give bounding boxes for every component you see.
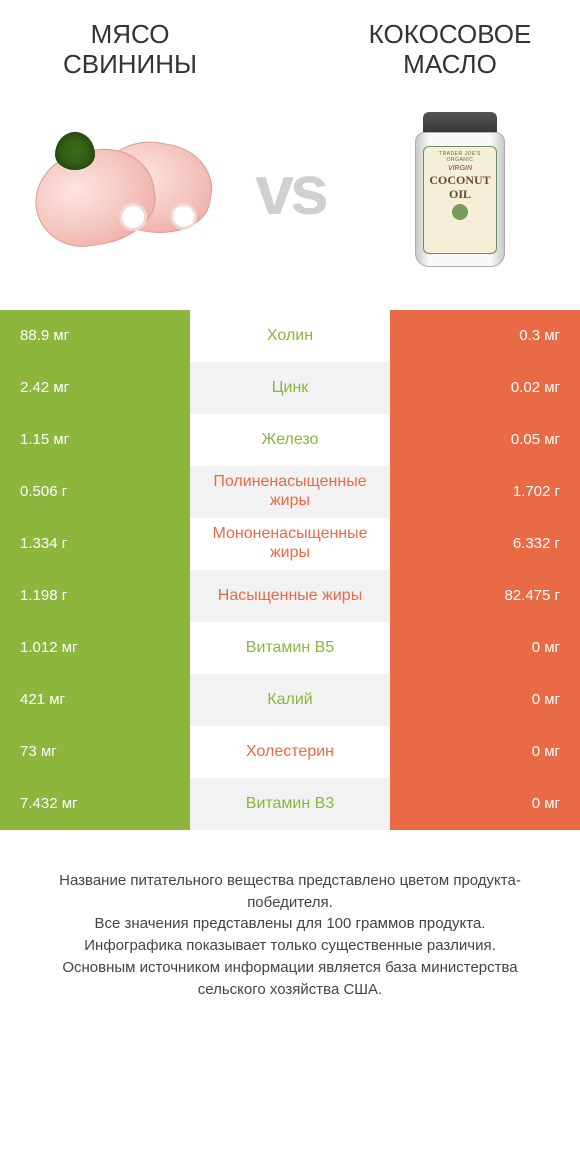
- nutrient-row: 2.42 мгЦинк0.02 мг: [0, 362, 580, 414]
- footer-line: Название питательного вещества представл…: [30, 870, 550, 914]
- left-value: 73 мг: [0, 726, 190, 778]
- left-value: 88.9 мг: [0, 310, 190, 362]
- left-value: 421 мг: [0, 674, 190, 726]
- jar-organic: ORGANIC: [447, 157, 474, 163]
- right-product-title: Кокосовое масло: [350, 20, 550, 80]
- footer-line: Все значения представлены для 100 граммо…: [30, 913, 550, 935]
- right-value: 82.475 г: [390, 570, 580, 622]
- coconut-oil-jar-illustration: TRADER JOE'S ORGANIC VIRGIN COCONUT OIL: [415, 112, 505, 267]
- left-product-title: Мясо свинины: [30, 20, 230, 80]
- nutrient-label: Холестерин: [190, 726, 390, 778]
- nutrient-label: Холин: [190, 310, 390, 362]
- right-product-image: TRADER JOE'S ORGANIC VIRGIN COCONUT OIL: [360, 105, 560, 275]
- right-value: 0 мг: [390, 726, 580, 778]
- vs-label: vs: [255, 150, 325, 230]
- right-value: 0.02 мг: [390, 362, 580, 414]
- nutrient-row: 7.432 мгВитамин B30 мг: [0, 778, 580, 830]
- nutrient-label: Цинк: [190, 362, 390, 414]
- right-value: 1.702 г: [390, 466, 580, 518]
- nutrient-row: 1.198 гНасыщенные жиры82.475 г: [0, 570, 580, 622]
- jar-coconut: COCONUT: [429, 174, 490, 186]
- nutrient-label: Мононенасыщенные жиры: [190, 518, 390, 570]
- jar-oil: OIL: [449, 188, 471, 200]
- left-value: 2.42 мг: [0, 362, 190, 414]
- product-images-row: vs TRADER JOE'S ORGANIC VIRGIN COCONUT O…: [0, 90, 580, 310]
- nutrient-row: 1.15 мгЖелезо0.05 мг: [0, 414, 580, 466]
- left-value: 7.432 мг: [0, 778, 190, 830]
- right-value: 0.3 мг: [390, 310, 580, 362]
- nutrient-row: 73 мгХолестерин0 мг: [0, 726, 580, 778]
- jar-virgin: VIRGIN: [448, 165, 472, 172]
- footer-line: Основным источником информации является …: [30, 957, 550, 1001]
- footer-notes: Название питательного вещества представл…: [0, 830, 580, 1001]
- left-value: 0.506 г: [0, 466, 190, 518]
- left-product-image: [20, 105, 220, 275]
- left-value: 1.334 г: [0, 518, 190, 570]
- nutrient-row: 0.506 гПолиненасыщенные жиры1.702 г: [0, 466, 580, 518]
- left-value: 1.15 мг: [0, 414, 190, 466]
- nutrient-comparison-table: 88.9 мгХолин0.3 мг2.42 мгЦинк0.02 мг1.15…: [0, 310, 580, 830]
- right-value: 0 мг: [390, 622, 580, 674]
- footer-line: Инфографика показывает только существенн…: [30, 935, 550, 957]
- right-value: 6.332 г: [390, 518, 580, 570]
- right-value: 0.05 мг: [390, 414, 580, 466]
- nutrient-label: Витамин B3: [190, 778, 390, 830]
- jar-seal-icon: [452, 204, 468, 220]
- nutrient-label: Витамин B5: [190, 622, 390, 674]
- nutrient-label: Железо: [190, 414, 390, 466]
- left-value: 1.198 г: [0, 570, 190, 622]
- header: Мясо свинины Кокосовое масло: [0, 0, 580, 90]
- nutrient-row: 421 мгКалий0 мг: [0, 674, 580, 726]
- right-value: 0 мг: [390, 674, 580, 726]
- nutrient-row: 1.012 мгВитамин B50 мг: [0, 622, 580, 674]
- nutrient-label: Калий: [190, 674, 390, 726]
- left-value: 1.012 мг: [0, 622, 190, 674]
- nutrient-row: 88.9 мгХолин0.3 мг: [0, 310, 580, 362]
- right-value: 0 мг: [390, 778, 580, 830]
- nutrient-row: 1.334 гМононенасыщенные жиры6.332 г: [0, 518, 580, 570]
- nutrient-label: Насыщенные жиры: [190, 570, 390, 622]
- nutrient-label: Полиненасыщенные жиры: [190, 466, 390, 518]
- pork-illustration: [25, 120, 215, 260]
